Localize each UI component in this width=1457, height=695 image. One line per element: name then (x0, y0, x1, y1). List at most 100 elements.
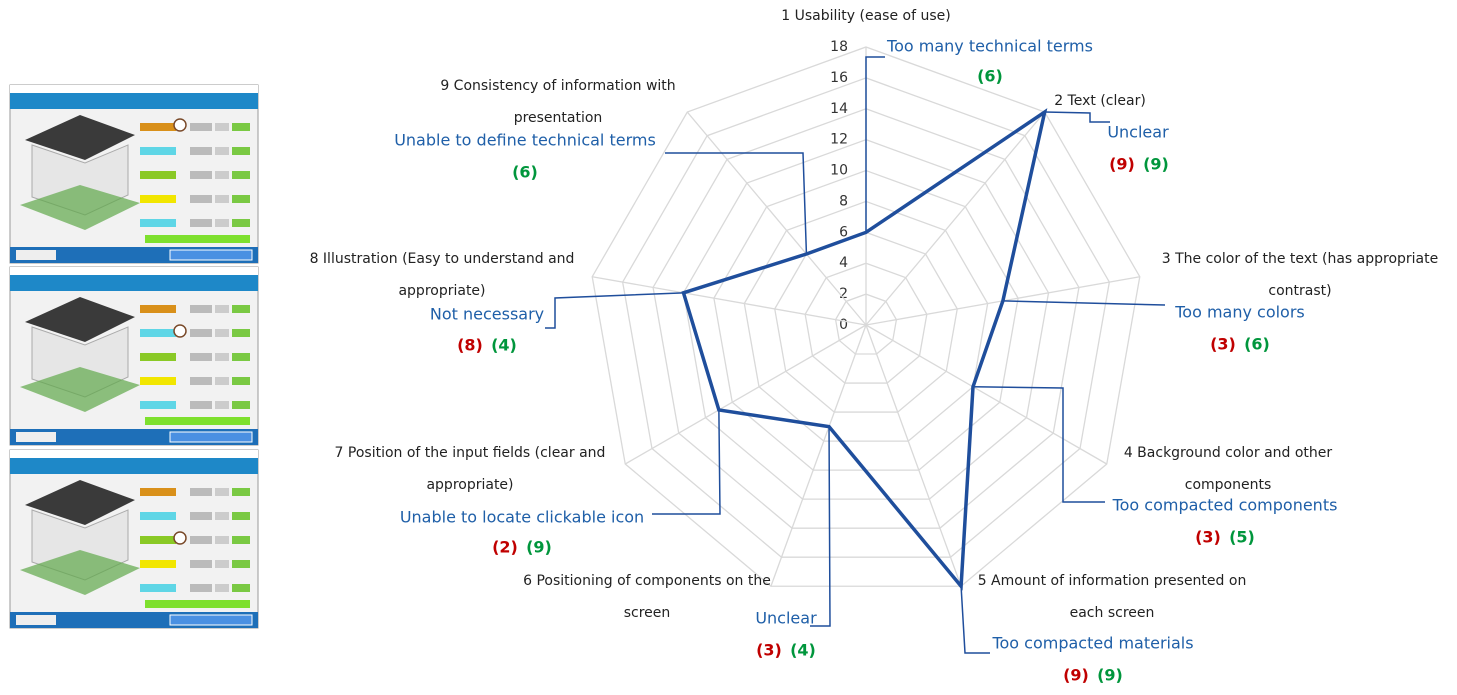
grid-ring (652, 108, 1080, 529)
issue-label: Too compacted components (1112, 496, 1338, 515)
axis-label: 1 Usability (ease of use) (781, 8, 950, 24)
r-tick-label: 12 (830, 132, 848, 148)
grid-ring (804, 262, 928, 384)
radar-line (681, 108, 1048, 591)
panel-field (215, 123, 229, 131)
panel-field (215, 329, 229, 337)
result-bar (145, 417, 250, 425)
count-label: (6) (977, 67, 1003, 86)
issue-label: Unclear (755, 609, 817, 628)
title-bar (10, 85, 258, 93)
spoke (592, 276, 867, 326)
connector (665, 152, 808, 255)
axis-label: contrast) (1268, 283, 1331, 299)
grid-ring (834, 293, 898, 355)
issue-label: Too many colors (1174, 303, 1305, 322)
panel-field (215, 401, 229, 409)
panel-ok (232, 488, 250, 496)
count-label: (4) (790, 641, 816, 660)
panel-ok (232, 195, 250, 203)
axis-label: 5 Amount of information presented on (978, 573, 1247, 589)
issue-label: Unclear (1107, 123, 1169, 142)
panel-ok (232, 219, 250, 227)
panel-button (140, 195, 176, 203)
panel-field (190, 195, 212, 203)
issue-label: Unable to define technical terms (394, 131, 656, 150)
panel-button (140, 401, 176, 409)
panel-button (140, 171, 176, 179)
count-label: (5) (1229, 528, 1255, 547)
axis-label: presentation (514, 110, 603, 126)
footer-button (169, 431, 253, 443)
axis-label: 8 Illustration (Easy to understand and (310, 251, 575, 267)
panel-field (190, 219, 212, 227)
panel-ok (232, 401, 250, 409)
panel-ok (232, 536, 250, 544)
axis-label: 6 Positioning of components on the (523, 573, 771, 589)
count-label: (9) (526, 538, 552, 557)
issue-label: Unable to locate clickable icon (400, 508, 644, 527)
connector (810, 426, 831, 627)
panel-field (190, 329, 212, 337)
panel-button (140, 560, 176, 568)
header (10, 93, 258, 109)
axis-label: 7 Position of the input fields (clear an… (335, 445, 606, 461)
connector (1002, 300, 1166, 306)
house-roof (25, 115, 135, 160)
panel-ok (232, 353, 250, 361)
footer-button (16, 615, 56, 625)
panel-field (215, 584, 229, 592)
panel-button (140, 488, 176, 496)
panel-field (190, 488, 212, 496)
panel-button (140, 123, 176, 131)
r-tick-label: 8 (839, 193, 848, 209)
panel-field (190, 123, 212, 131)
issue-label: Too many technical terms (886, 37, 1093, 56)
r-tick-label: 18 (830, 39, 848, 55)
r-tick-label: 4 (839, 255, 848, 271)
r-tick-label: 2 (839, 286, 848, 302)
issue-label: Too compacted materials (991, 634, 1193, 653)
connector (652, 409, 721, 515)
connector (1044, 111, 1110, 123)
header (10, 458, 258, 474)
house-roof (25, 297, 135, 342)
panel-field (215, 147, 229, 155)
app-screenshot (9, 266, 259, 446)
panel-ok (232, 305, 250, 313)
connector (972, 386, 1105, 503)
r-tick-label: 14 (830, 101, 848, 117)
axis-label: screen (624, 605, 671, 621)
panel-field (215, 377, 229, 385)
count-label: (8) (457, 336, 483, 355)
count-label: (3) (1210, 335, 1236, 354)
panel-field (190, 560, 212, 568)
panel-ok (232, 123, 250, 131)
app-screenshot (9, 84, 259, 264)
panel-button (140, 353, 176, 361)
panel-field (190, 377, 212, 385)
title-bar (10, 267, 258, 275)
panel-button (140, 584, 176, 592)
axis-label: 3 The color of the text (has appropriate (1162, 251, 1438, 267)
axis-label: 9 Consistency of information with (440, 78, 675, 94)
panel-field (190, 584, 212, 592)
panel-button (140, 536, 176, 544)
panel-field (215, 488, 229, 496)
result-bar (145, 600, 250, 608)
spoke (770, 324, 867, 587)
r-tick-label: 0 (839, 317, 848, 333)
count-label: (3) (1195, 528, 1221, 547)
panel-ok (232, 512, 250, 520)
result-bar (145, 235, 250, 243)
panel-field (215, 195, 229, 203)
grid-ring (774, 231, 958, 413)
pointer (173, 118, 187, 132)
footer-button (16, 432, 56, 442)
axis-label: 4 Background color and other (1124, 445, 1333, 461)
axis-label: each screen (1070, 605, 1155, 621)
count-label: (9) (1063, 666, 1089, 685)
count-label: (6) (1244, 335, 1270, 354)
panel-field (215, 512, 229, 520)
